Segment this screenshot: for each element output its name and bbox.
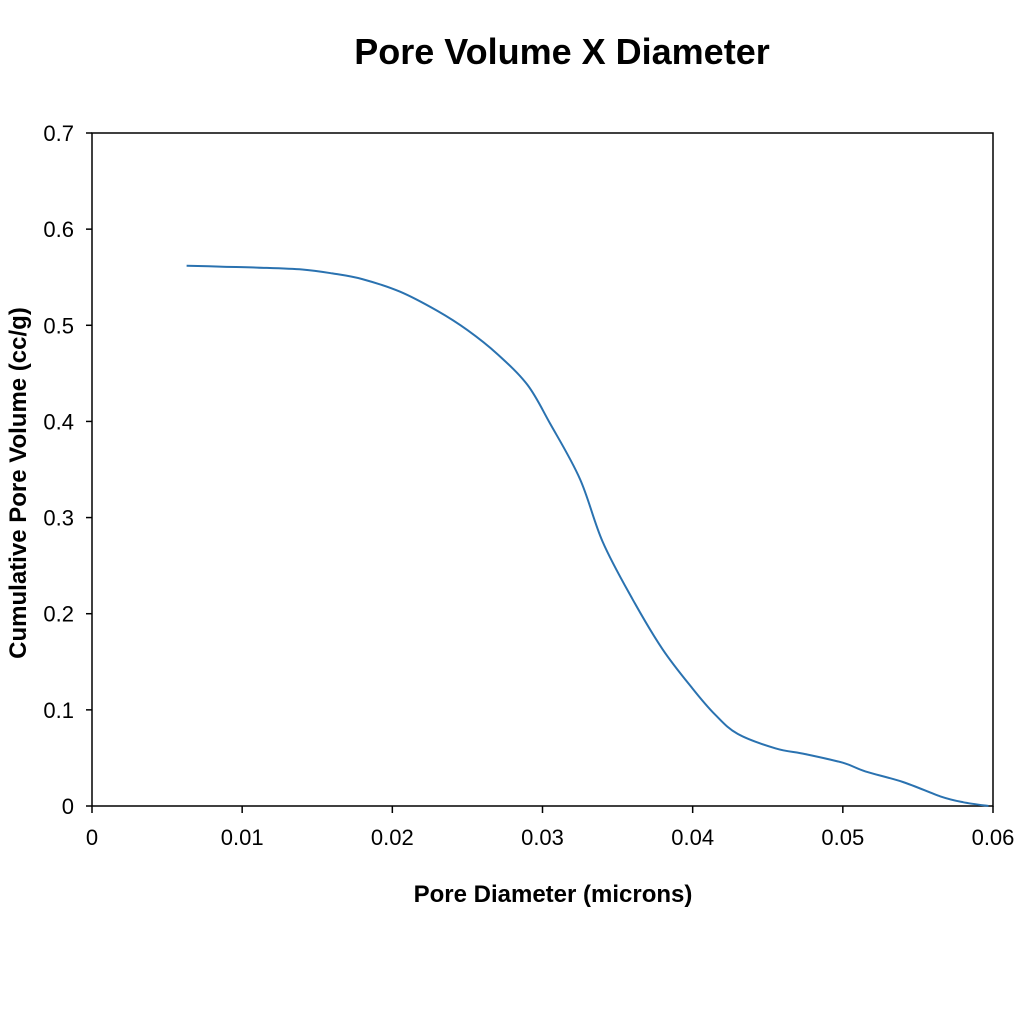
y-tick-label: 0.5 xyxy=(43,313,74,338)
chart-title: Pore Volume X Diameter xyxy=(354,31,769,72)
x-tick-label: 0.04 xyxy=(671,825,714,850)
y-tick-label: 0.7 xyxy=(43,121,74,146)
x-tick-label: 0 xyxy=(86,825,98,850)
y-tick-label: 0 xyxy=(62,794,74,819)
y-axis: 0 0.1 0.2 0.3 0.4 0.5 0.6 0.7 xyxy=(43,121,92,819)
series-line xyxy=(186,264,989,807)
x-axis: 0 0.01 0.02 0.03 0.04 0.05 0.06 xyxy=(86,806,1015,850)
y-tick-label: 0.6 xyxy=(43,217,74,242)
y-axis-title: Cumulative Pore Volume (cc/g) xyxy=(5,307,32,659)
y-tick-label: 0.2 xyxy=(43,602,74,627)
y-tick-label: 0.3 xyxy=(43,506,74,531)
y-tick-label: 0.4 xyxy=(43,409,74,434)
x-tick-label: 0.02 xyxy=(371,825,414,850)
x-tick-label: 0.06 xyxy=(972,825,1015,850)
x-tick-label: 0.05 xyxy=(821,825,864,850)
y-tick-label: 0.1 xyxy=(43,698,74,723)
x-tick-label: 0.03 xyxy=(521,825,564,850)
x-tick-label: 0.01 xyxy=(221,825,264,850)
x-axis-title: Pore Diameter (microns) xyxy=(414,881,693,908)
plot-area xyxy=(91,132,994,807)
